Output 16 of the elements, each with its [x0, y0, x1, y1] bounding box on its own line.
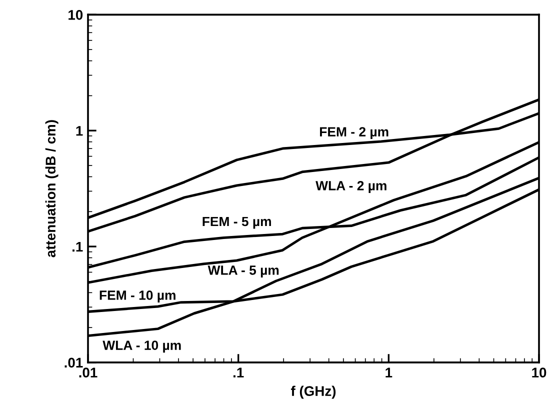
series-label: FEM - 10 µm [100, 290, 176, 303]
y-tick-label: .01 [64, 358, 83, 368]
x-tick-label: 1 [386, 368, 392, 378]
y-tick-label: 10 [68, 10, 83, 20]
series-label: WLA - 5 µm [208, 266, 279, 278]
x-axis-title: f (GHz) [290, 386, 336, 399]
series-label: WLA - 2 µm [316, 181, 386, 193]
series-label: FEM - 5 µm [202, 216, 271, 229]
y-axis-title: attenuation (dB / cm) [45, 120, 58, 258]
y-tick-label: .1 [72, 242, 83, 252]
x-tick-label: 10 [532, 368, 546, 378]
x-tick-label: .1 [233, 368, 244, 378]
series-label: WLA - 10 µm [102, 340, 181, 353]
y-tick-label: 1 [76, 126, 83, 136]
series-label: FEM - 2 µm [320, 127, 388, 140]
x-tick-label: .01 [79, 368, 98, 378]
